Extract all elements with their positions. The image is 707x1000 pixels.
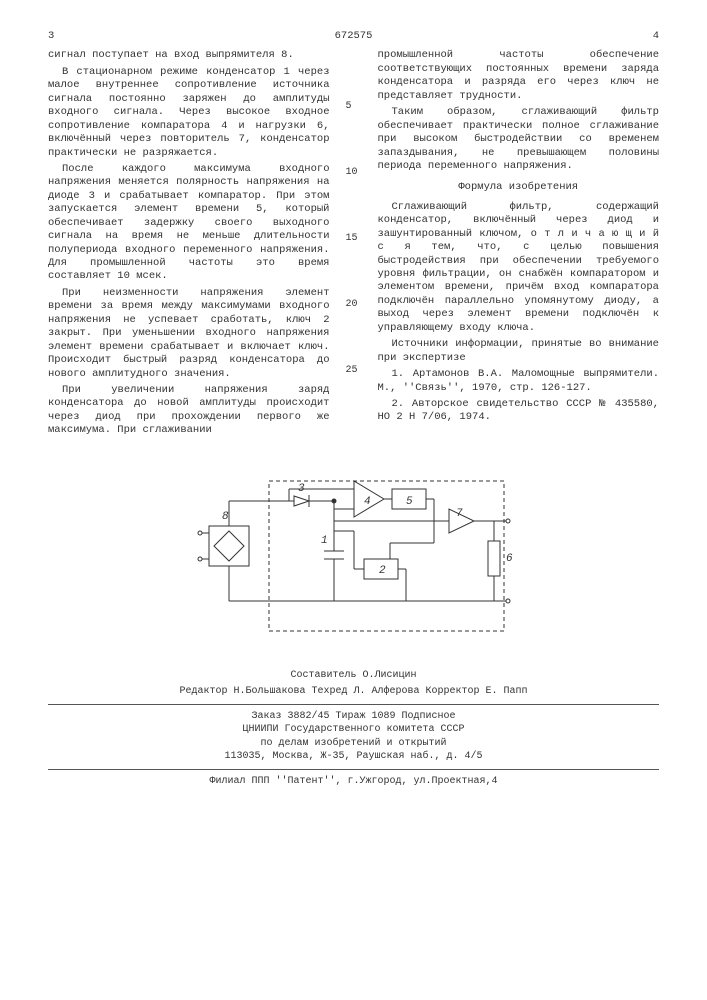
left-column: сигнал поступает на вход выпрямителя 8. … [48,49,330,440]
terminal-in-bot [198,557,202,561]
linemark-10: 10 [346,167,358,180]
right-p5: 2. Авторское свидетельство СССР № 435580… [378,398,660,425]
label-7: 7 [456,508,463,520]
footer: Составитель О.Лисицин Редактор Н.Большак… [48,669,659,789]
left-p0: сигнал поступает на вход выпрямителя 8. [48,49,330,62]
enclosure [269,481,504,631]
terminal-out-bot [506,599,510,603]
right-p0: промышленной частоты обеспечение соответ… [378,49,660,103]
footer-addr: 113035, Москва, Ж-35, Раушская наб., д. … [48,750,659,764]
terminal-in-top [198,531,202,535]
label-5: 5 [406,496,413,508]
left-p2: После каждого максимума входного напряже… [48,163,330,284]
load-6 [488,521,500,601]
footer-rule-1 [48,704,659,705]
linemark-15: 15 [346,233,358,246]
capacitor-1 [324,501,344,601]
page-num-left: 3 [48,30,250,43]
right-p2: Сглаживающий фильтр, содержащий конденса… [378,201,660,335]
circuit-figure: 8 3 1 2 4 5 7 6 [48,471,659,641]
footer-order: Заказ 3882/45 Тираж 1089 Подписное [48,710,659,724]
linemark-25: 25 [346,365,358,378]
linemark-20: 20 [346,299,358,312]
linemark-5: 5 [346,101,352,114]
diode-3 [294,495,309,507]
circuit-svg: 8 3 1 2 4 5 7 6 [194,471,514,641]
footer-rule-2 [48,769,659,770]
page-num-right: 4 [457,30,659,43]
right-column: промышленной частоты обеспечение соответ… [378,49,660,440]
footer-editorial: Редактор Н.Большакова Техред Л. Алферова… [48,685,659,699]
left-p4: При увеличении напряжения заряд конденса… [48,384,330,438]
page-header: 3 672575 4 [48,30,659,43]
label-8: 8 [222,511,229,523]
footer-org2: по делам изобретений и открытий [48,737,659,751]
label-1: 1 [321,535,328,547]
page: 3 672575 4 сигнал поступает на вход выпр… [0,0,707,808]
footer-compiler: Составитель О.Лисицин [48,669,659,683]
footer-org1: ЦНИИПИ Государственного комитета СССР [48,723,659,737]
label-3: 3 [298,483,305,495]
right-p4: 1. Артамонов В.А. Маломощные выпрямители… [378,368,660,395]
formula-title: Формула изобретения [378,181,660,194]
patent-number: 672575 [253,30,455,43]
left-p1: В стационарном режиме конденсатор 1 чере… [48,66,330,160]
text-columns: сигнал поступает на вход выпрямителя 8. … [48,49,659,440]
line-number-gutter: 5 10 15 20 25 [346,49,362,440]
label-2: 2 [379,565,386,577]
left-p3: При неизменности напряжения элемент врем… [48,287,330,381]
right-p1: Таким образом, сглаживающий фильтр обесп… [378,106,660,173]
label-4: 4 [364,496,371,508]
label-6: 6 [506,553,513,565]
footer-filial: Филиал ППП ''Патент'', г.Ужгород, ул.Про… [48,775,659,789]
block-8 [209,526,249,566]
right-p3: Источники информации, принятые во вниман… [378,338,660,365]
terminal-out-top [506,519,510,523]
